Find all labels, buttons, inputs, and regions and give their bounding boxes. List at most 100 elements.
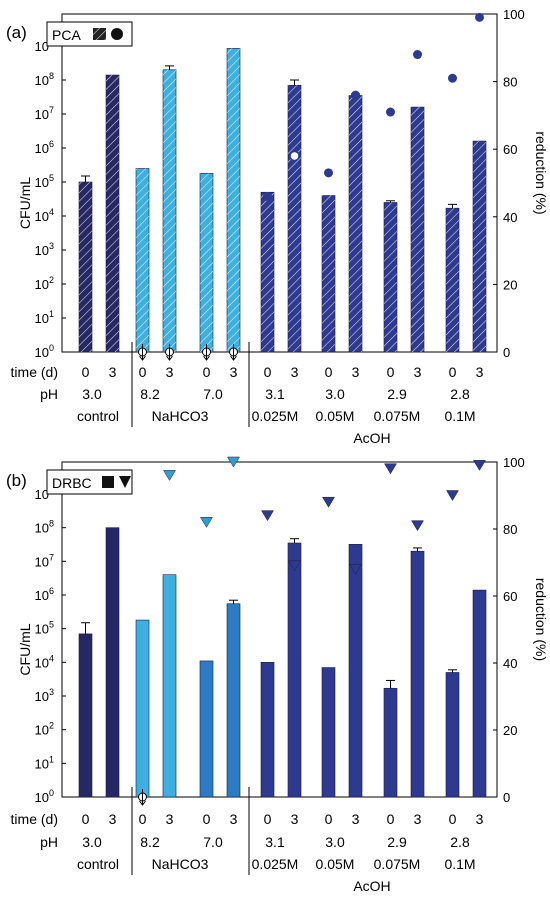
ph-value: 8.2 — [140, 386, 160, 402]
x-tick-label: 0 — [82, 811, 90, 827]
x-tick-label: 3 — [414, 811, 422, 827]
ph-value: 2.8 — [450, 834, 470, 850]
group-label: NaHCO3 — [152, 856, 209, 872]
reduction-point — [411, 520, 424, 532]
x-tick-label: 0 — [139, 364, 147, 380]
reduction-point — [200, 517, 213, 528]
y-tick-label: 100 — [35, 788, 54, 805]
y-tick-label: 106 — [35, 139, 54, 156]
bar — [135, 619, 150, 798]
x-tick-label: 0 — [139, 811, 147, 827]
ph-row-label: pH — [40, 834, 58, 850]
bar — [472, 589, 487, 798]
x-tick-label: 3 — [109, 364, 117, 380]
y-tick-label: 104 — [35, 653, 54, 670]
y2-tick-label: 60 — [503, 589, 517, 604]
y-tick-label: 108 — [35, 519, 54, 536]
group-label: 0.075M — [374, 856, 421, 872]
reduction-point — [227, 456, 240, 468]
y-axis-label: CFU/mL — [17, 623, 33, 675]
y-tick-label: 105 — [35, 173, 54, 190]
below-detection-arrow — [139, 800, 146, 806]
hatched-bar-icon-overlay — [93, 28, 106, 40]
bar-hatch — [106, 75, 119, 352]
y-tick-label: 100 — [35, 343, 54, 360]
legend-label: DRBC — [52, 475, 92, 491]
y2-tick-label: 60 — [503, 142, 517, 157]
x-tick-label: 0 — [325, 811, 333, 827]
y2-axis-label: reduction (%) — [533, 578, 549, 661]
time-row-label: time (d) — [11, 364, 58, 380]
y2-tick-label: 80 — [503, 522, 517, 537]
x-tick-label: 0 — [387, 811, 395, 827]
y-tick-label: 104 — [35, 207, 54, 224]
acid-label: AcOH — [353, 430, 390, 446]
triangle-down-icon — [119, 476, 131, 488]
y2-tick-label: 100 — [503, 7, 525, 22]
panel-a: 1001011021031041051061071081090204060801… — [6, 7, 549, 446]
ph-value: 3.0 — [325, 386, 345, 402]
reduction-point — [351, 90, 360, 100]
y2-tick-label: 20 — [503, 723, 517, 738]
group-label: control — [77, 856, 119, 872]
y-tick-label: 103 — [35, 687, 54, 704]
x-tick-label: 0 — [82, 364, 90, 380]
ph-value: 3.0 — [325, 834, 345, 850]
reduction-point — [288, 560, 301, 572]
bar — [105, 527, 120, 798]
y-tick-label: 102 — [35, 721, 54, 738]
group-label: 0.05M — [316, 856, 355, 872]
bar-hatch — [163, 69, 176, 352]
y-tick-label: 105 — [35, 620, 54, 637]
reduction-point — [413, 50, 422, 60]
x-tick-label: 3 — [230, 364, 238, 380]
reduction-point — [475, 12, 484, 22]
ph-value: 3.1 — [265, 386, 285, 402]
x-tick-label: 3 — [166, 811, 174, 827]
x-tick-label: 0 — [264, 364, 272, 380]
x-tick-label: 3 — [352, 364, 360, 380]
x-tick-label: 0 — [203, 811, 211, 827]
ph-value: 7.0 — [203, 834, 223, 850]
bar-hatch — [411, 107, 424, 352]
bar-hatch — [446, 208, 459, 352]
solid-bar-icon — [102, 476, 114, 488]
bar-hatch — [79, 182, 92, 352]
group-label: 0.05M — [316, 408, 355, 424]
x-tick-label: 3 — [476, 364, 484, 380]
bar-hatch — [227, 48, 240, 353]
circle-icon — [111, 28, 123, 40]
y2-tick-label: 20 — [503, 277, 517, 292]
reduction-point — [384, 463, 397, 475]
reduction-point — [349, 563, 362, 575]
y2-tick-label: 40 — [503, 210, 517, 225]
reduction-point — [263, 192, 272, 202]
ph-row-label: pH — [40, 386, 58, 402]
group-label: 0.025M — [252, 408, 299, 424]
bar — [260, 662, 275, 798]
panel-b: 1001011021031041051061071081090204060801… — [6, 455, 549, 894]
y2-tick-label: 0 — [503, 790, 510, 805]
legend-box — [46, 469, 133, 495]
legend-label: PCA — [52, 27, 81, 43]
bar — [410, 550, 425, 798]
x-tick-label: 0 — [449, 364, 457, 380]
group-label: 0.075M — [374, 408, 421, 424]
x-tick-label: 3 — [291, 364, 299, 380]
acid-label: AcOH — [353, 878, 390, 894]
group-label: 0.025M — [252, 856, 299, 872]
x-tick-label: 3 — [352, 811, 360, 827]
y2-tick-label: 100 — [503, 455, 525, 470]
bar-hatch — [136, 168, 149, 352]
panel-label: (b) — [6, 471, 27, 490]
bar — [226, 603, 241, 798]
group-label: NaHCO3 — [152, 408, 209, 424]
ph-value: 7.0 — [203, 386, 223, 402]
ph-value: 3.0 — [82, 834, 102, 850]
y-tick-label: 107 — [35, 552, 54, 569]
ph-value: 2.9 — [387, 386, 407, 402]
bar — [383, 687, 398, 798]
ph-value: 2.8 — [450, 386, 470, 402]
below-detection-arrow — [139, 355, 146, 361]
x-tick-label: 3 — [291, 811, 299, 827]
